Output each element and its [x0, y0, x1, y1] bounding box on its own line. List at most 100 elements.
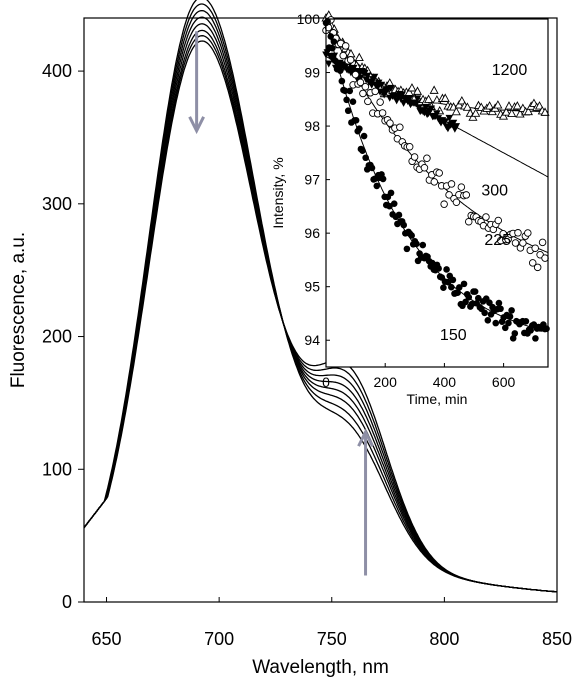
- marker-circle-open: [524, 229, 532, 237]
- main-y-tick-label: 100: [42, 459, 72, 479]
- marker-triangle-open: [523, 106, 533, 116]
- marker-triangle-down-filled: [427, 105, 436, 113]
- marker-circle-open: [531, 244, 539, 252]
- main-plot-frame: [83, 17, 558, 603]
- marker-circle-filled: [462, 298, 469, 306]
- marker-triangle-open: [412, 86, 423, 95]
- marker-circle-filled: [435, 265, 442, 272]
- marker-circle-open: [464, 217, 473, 226]
- marker-circle-filled: [390, 200, 398, 207]
- marker-circle-open: [430, 178, 439, 186]
- marker-triangle-down-filled: [377, 81, 386, 89]
- marker-circle-open: [541, 254, 549, 262]
- marker-circle-filled: [522, 317, 530, 325]
- marker-circle-filled: [332, 57, 339, 65]
- marker-circle-open: [533, 263, 542, 272]
- marker-circle-open: [494, 216, 503, 225]
- marker-circle-open: [356, 78, 365, 87]
- marker-triangle-open: [424, 94, 434, 103]
- inset-x-axis-label: Time, min: [407, 391, 468, 407]
- inset-x-tick-label: 0: [322, 374, 330, 390]
- inset-y-tick-label: 97: [304, 172, 320, 188]
- marker-circle-open: [462, 191, 471, 199]
- marker-triangle-down-filled: [392, 97, 401, 105]
- marker-circle-filled: [341, 87, 349, 95]
- marker-circle-filled: [454, 289, 461, 297]
- marker-triangle-open: [462, 102, 472, 111]
- marker-circle-filled: [448, 283, 455, 291]
- marker-circle-open: [386, 119, 394, 127]
- inset-y-tick-label: 96: [304, 225, 320, 241]
- marker-circle-filled: [455, 284, 463, 291]
- main-y-axis-label: Fluorescence, a.u.: [8, 232, 29, 388]
- marker-circle-filled: [492, 319, 500, 327]
- marker-circle-filled: [344, 107, 352, 115]
- marker-triangle-open: [534, 101, 545, 110]
- inset-chart: 0 200 400 600 94 95 96 97 98 99 100 1200 300 225 150…: [270, 10, 550, 407]
- series-1200: [321, 10, 550, 121]
- inset-x-tick-label: 200: [374, 374, 398, 390]
- marker-circle-open: [361, 82, 370, 91]
- marker-circle-open: [435, 169, 443, 177]
- arrow-down-icon: [188, 31, 205, 135]
- marker-circle-filled: [481, 309, 488, 317]
- main-arrows: [188, 31, 374, 576]
- arrow-up-icon: [357, 428, 374, 576]
- series-225: [322, 16, 549, 272]
- marker-circle-open: [447, 180, 456, 188]
- marker-circle-open: [359, 89, 367, 98]
- marker-triangle-open: [440, 93, 450, 102]
- main-y-ticks: 0 100 200 300 400: [42, 61, 84, 612]
- marker-circle-filled: [346, 87, 354, 95]
- marker-circle-filled: [506, 313, 514, 320]
- marker-circle-filled: [330, 38, 338, 45]
- marker-circle-filled: [359, 147, 366, 155]
- marker-circle-filled: [484, 316, 492, 324]
- inset-y-tick-label: 100: [297, 11, 321, 27]
- marker-circle-open: [452, 198, 461, 206]
- marker-circle-filled: [460, 280, 468, 288]
- marker-circle-filled: [368, 164, 376, 172]
- marker-triangle-open: [468, 112, 478, 121]
- marker-circle-filled: [400, 221, 408, 229]
- marker-circle-filled: [408, 232, 415, 239]
- marker-circle-filled: [471, 288, 479, 295]
- marker-circle-open: [410, 153, 419, 161]
- inset-y-axis-label: Intensity, %: [270, 157, 286, 228]
- main-x-tick-label: 650: [92, 629, 122, 649]
- marker-triangle-down-filled: [405, 95, 413, 103]
- spectrum-line: [83, 40, 558, 593]
- marker-triangle-open: [485, 101, 495, 110]
- marker-circle-filled: [509, 335, 517, 342]
- marker-circle-filled: [497, 305, 504, 313]
- marker-circle-filled: [327, 33, 335, 40]
- marker-triangle-down-filled: [412, 100, 420, 108]
- marker-circle-filled: [338, 77, 346, 85]
- marker-circle-open: [396, 123, 404, 131]
- marker-triangle-down-filled: [330, 52, 339, 60]
- main-y-tick-label: 300: [42, 194, 72, 214]
- marker-circle-open: [376, 98, 384, 106]
- marker-triangle-down-filled: [373, 84, 382, 92]
- marker-circle-filled: [532, 335, 539, 342]
- marker-triangle-down-filled: [370, 73, 379, 81]
- marker-triangle-open: [507, 108, 517, 118]
- inset-series-labels: 1200 300 225 150: [440, 62, 527, 344]
- marker-triangle-down-filled: [445, 114, 454, 122]
- marker-circle-open: [346, 56, 355, 64]
- main-series-lines: [83, 0, 558, 593]
- marker-triangle-open: [451, 106, 461, 116]
- inset-data-points: [321, 10, 550, 342]
- inset-series-label: 1200: [492, 62, 528, 79]
- marker-circle-filled: [495, 299, 503, 307]
- marker-triangle-open: [471, 108, 481, 117]
- marker-triangle-down-filled: [441, 118, 449, 126]
- marker-circle-open: [519, 239, 527, 247]
- inset-series-label: 300: [481, 183, 508, 200]
- main-x-ticks: 650 700 750 800 850: [92, 597, 572, 649]
- marker-circle-filled: [449, 276, 457, 284]
- marker-triangle-down-filled: [421, 104, 430, 112]
- marker-triangle-open: [457, 96, 467, 105]
- marker-triangle-open: [504, 101, 514, 110]
- main-x-axis-label: Wavelength, nm: [252, 657, 389, 678]
